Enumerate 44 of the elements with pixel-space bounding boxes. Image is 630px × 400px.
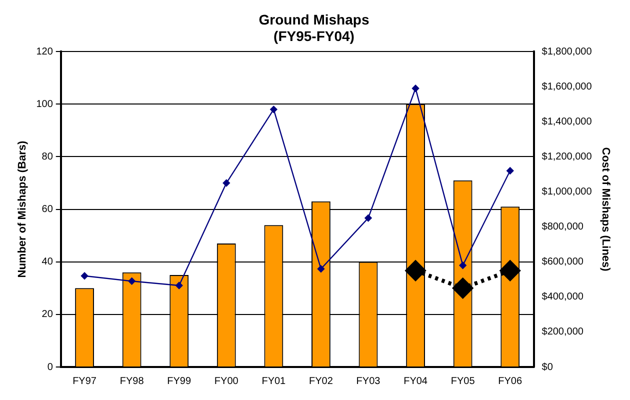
x-tick-label: FY97: [72, 376, 97, 387]
x-tick-label: FY03: [356, 376, 381, 387]
point: [459, 262, 466, 269]
y2-tick-label: $1,600,000: [542, 81, 592, 92]
y2-tick-label: $1,000,000: [542, 186, 592, 198]
y-tick-label: 60: [42, 204, 54, 216]
x-tick-label: FY06: [498, 376, 522, 387]
x-tick-label: FY00: [214, 376, 239, 387]
x-tick-label: FY98: [120, 376, 144, 387]
point: [222, 179, 230, 187]
y2-tick-label: $800,000: [542, 222, 584, 233]
y-tick-label: 100: [36, 98, 54, 110]
y2-axis-title: Cost of Mishaps (Lines): [599, 147, 612, 272]
y2-tick-label: $600,000: [542, 256, 584, 268]
point: [176, 282, 183, 290]
x-tick-label: FY05: [450, 376, 476, 387]
point: [317, 265, 325, 272]
y2-tick-label: $1,800,000: [542, 46, 592, 58]
x-tick-label: FY02: [309, 376, 334, 387]
point: [364, 214, 372, 222]
y2-tick-label: $1,200,000: [542, 151, 592, 162]
point: [80, 272, 88, 280]
x-tick-label: FY01: [262, 376, 286, 387]
y-tick-label: 40: [42, 256, 54, 268]
point: [452, 278, 473, 298]
y-tick-label: 20: [42, 309, 54, 320]
chart-subtitle: (FY95-FY04): [274, 28, 354, 44]
y2-tick-label: $200,000: [542, 326, 584, 338]
chart-title: Ground Mishaps: [258, 11, 370, 28]
point: [506, 167, 514, 174]
point: [270, 106, 278, 114]
y2-tick-label: $400,000: [542, 292, 584, 303]
y2-tick-label: $1,400,000: [542, 116, 592, 128]
y-tick-label: 0: [47, 362, 54, 373]
y2-tick-label: $0: [542, 362, 554, 373]
point: [406, 260, 426, 281]
y-axis-title: Number of Mishaps (Bars): [16, 140, 29, 278]
point: [500, 260, 520, 281]
y-tick-label: 80: [42, 151, 54, 162]
point: [412, 84, 420, 92]
y-tick-label: 120: [36, 46, 54, 58]
point: [128, 278, 136, 285]
x-tick-label: FY04: [404, 376, 428, 387]
x-tick-label: FY99: [167, 376, 192, 387]
